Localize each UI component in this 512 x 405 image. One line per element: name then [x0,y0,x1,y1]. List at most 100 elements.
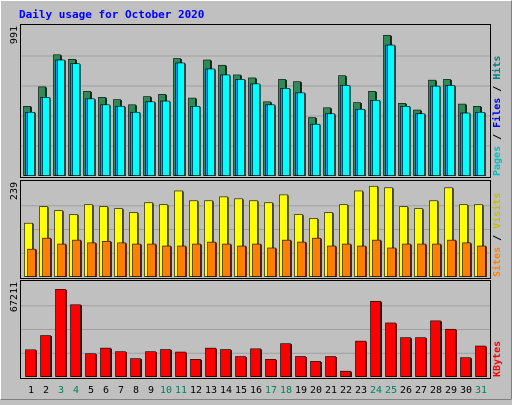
x-label-19: 19 [295,385,307,396]
kbytes-bar-26 [400,337,412,377]
x-label-26: 26 [400,385,412,396]
sites-bar-19 [297,241,307,277]
bars-layer [21,35,490,377]
kbytes-bar-7-fill [115,351,126,377]
pages-bar-13 [207,68,216,176]
kbytes-bar-6-fill [100,347,111,377]
x-label-18: 18 [280,385,292,396]
x-label-27: 27 [415,385,427,396]
pages-bar-3-fill [57,59,65,176]
pages-bar-21-fill [327,113,335,176]
pages-bar-19 [297,92,306,176]
x-label-20: 20 [310,385,322,396]
kbytes-bar-27-fill [415,337,426,377]
x-label-31: 31 [475,385,487,396]
x-label-29: 29 [445,385,457,396]
pages-bar-22-fill [342,85,350,176]
pages-bar-21 [327,113,336,176]
pages-bar-5-fill [87,98,95,176]
kbytes-bar-28-fill [430,320,441,377]
sites-bar-12 [192,243,202,277]
kbytes-bar-5 [85,353,97,377]
x-label-4: 4 [73,385,79,396]
sites-bar-10-fill [162,245,171,277]
pages-bar-28-fill [432,85,440,176]
sites-bar-2 [42,237,52,277]
kbytes-bar-24-fill [370,300,381,377]
x-label-23: 23 [355,385,367,396]
legend-visits: Visits [491,193,503,229]
legend-pages: Pages [492,146,503,176]
sites-bar-27-fill [417,243,426,277]
kbytes-bar-12 [190,359,202,377]
kbytes-bar-3 [55,289,67,377]
kbytes-bar-10 [160,349,172,377]
pages-bar-7 [117,106,126,176]
x-label-5: 5 [88,385,94,396]
kbytes-bar-11 [175,351,187,377]
sites-bar-4-fill [72,239,81,277]
pages-bar-1 [27,111,36,176]
x-label-15: 15 [235,385,247,396]
kbytes-bar-22 [340,370,352,377]
x-label-25: 25 [385,385,397,396]
pages-bar-28 [432,85,441,176]
kbytes-bar-24 [370,300,382,377]
sites-bar-19-fill [297,241,306,277]
pages-bar-26-fill [402,106,410,176]
kbytes-bar-15 [235,356,247,377]
sites-bar-22 [342,243,352,277]
sites-bar-30-fill [462,242,471,277]
sites-bar-17 [267,247,277,277]
chart-title: Daily usage for October 2020 [19,8,204,21]
sites-bar-14 [222,243,232,277]
sites-bar-12-fill [192,243,201,277]
x-label-16: 16 [250,385,262,396]
kbytes-bar-16 [250,348,262,377]
pages-bar-20 [312,123,321,176]
sites-bar-13 [207,241,217,277]
sites-bar-28-fill [432,243,441,277]
sites-bar-31 [477,245,487,277]
pages-bar-29 [447,85,456,176]
sites-bar-25 [387,247,397,277]
legend-hits-panel: Pages / Files / Hits [491,56,503,176]
sites-bar-16-fill [252,243,261,277]
pages-bar-25 [387,44,396,176]
sites-bar-15-fill [237,245,246,277]
sites-bar-9-fill [147,243,156,277]
pages-bar-1-fill [27,111,35,176]
sites-bar-21-fill [327,245,336,277]
pages-bar-15-fill [237,79,245,176]
sites-bar-5-fill [87,242,96,277]
kbytes-bar-9-fill [145,351,156,377]
kbytes-bar-26-fill [400,337,411,377]
sites-bar-4 [72,239,82,277]
pages-bar-16-fill [252,83,260,176]
pages-bar-2 [42,97,51,176]
kbytes-bar-17 [265,359,277,377]
sites-bar-2-fill [42,237,51,277]
pages-bar-4-fill [72,63,80,176]
kbytes-bar-20 [310,361,322,377]
x-label-7: 7 [118,385,124,396]
sites-bar-18 [282,239,292,277]
x-axis-labels: 1 2 3 4 5 6 7 8 9 10 11 12 13 14 15 16 17 18 19 20 21 22 23 24 2… [28,385,487,396]
pages-bar-14 [222,74,231,176]
pages-bar-30-fill [462,112,470,176]
pages-bar-12-fill [192,106,200,176]
pages-bar-29-fill [447,85,455,176]
kbytes-bar-28 [430,320,442,377]
x-label-22: 22 [340,385,352,396]
kbytes-bar-12-fill [190,359,201,377]
kbytes-bar-8-fill [130,358,141,377]
pages-bar-23 [357,108,366,176]
pages-bar-19-fill [297,92,305,176]
kbytes-bar-22-fill [340,370,351,377]
pages-bar-10 [162,100,171,176]
kbytes-bar-1-fill [25,349,36,377]
x-label-14: 14 [220,385,232,396]
sites-bar-10 [162,245,172,277]
